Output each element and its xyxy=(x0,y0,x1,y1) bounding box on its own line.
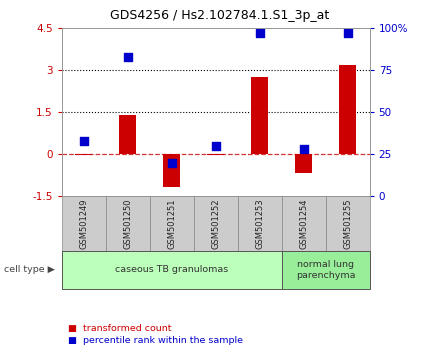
Bar xyxy=(339,65,356,154)
Point xyxy=(344,30,351,36)
Bar xyxy=(75,154,92,155)
Text: GSM501251: GSM501251 xyxy=(167,199,176,249)
Point xyxy=(300,147,307,152)
Text: caseous TB granulomas: caseous TB granulomas xyxy=(115,266,228,274)
Bar xyxy=(119,115,136,154)
Point xyxy=(124,54,131,60)
Text: GSM501249: GSM501249 xyxy=(79,199,88,249)
Text: GDS4256 / Hs2.102784.1.S1_3p_at: GDS4256 / Hs2.102784.1.S1_3p_at xyxy=(110,9,330,22)
Text: ■  percentile rank within the sample: ■ percentile rank within the sample xyxy=(68,336,243,345)
Bar xyxy=(295,154,312,173)
Text: GSM501250: GSM501250 xyxy=(123,199,132,249)
Bar xyxy=(251,78,268,154)
Point xyxy=(168,160,175,166)
Text: normal lung
parenchyma: normal lung parenchyma xyxy=(296,260,356,280)
Bar xyxy=(207,154,224,155)
Text: ■  transformed count: ■ transformed count xyxy=(68,324,172,333)
Text: GSM501254: GSM501254 xyxy=(299,199,308,249)
Text: cell type ▶: cell type ▶ xyxy=(4,266,55,274)
Text: GSM501252: GSM501252 xyxy=(211,199,220,249)
Point xyxy=(256,30,263,36)
Point xyxy=(212,143,219,149)
Text: GSM501253: GSM501253 xyxy=(255,199,264,249)
Bar xyxy=(163,154,180,187)
Point xyxy=(80,138,87,144)
Text: GSM501255: GSM501255 xyxy=(343,199,352,249)
